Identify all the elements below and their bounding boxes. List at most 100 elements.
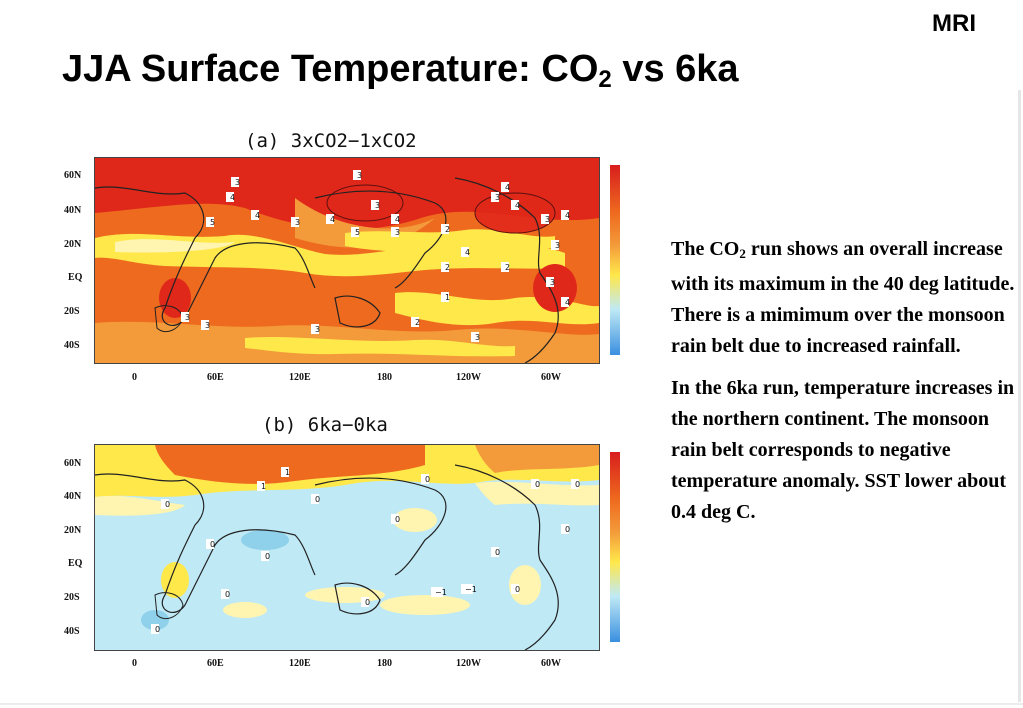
contour-value-label: 0	[361, 597, 370, 607]
panel-a-caption: (a) 3xCO2−1xCO2	[245, 130, 417, 152]
svg-text:1: 1	[445, 293, 450, 302]
svg-text:4: 4	[230, 193, 235, 202]
panel-b-lat-label: 40N	[64, 491, 82, 502]
svg-text:2: 2	[445, 263, 450, 272]
slide-bottom-border	[0, 703, 1023, 705]
svg-text:0: 0	[155, 625, 160, 634]
svg-text:4: 4	[515, 201, 520, 210]
svg-text:3: 3	[295, 218, 300, 227]
contour-value-label: 0	[261, 551, 270, 561]
svg-text:4: 4	[395, 215, 400, 224]
slide-title: JJA Surface Temperature: CO2 vs 6ka	[62, 48, 739, 94]
svg-text:0: 0	[495, 548, 500, 557]
svg-text:0: 0	[210, 540, 215, 549]
contour-value-label: 4	[391, 214, 400, 224]
panel-a-lat-label: 40N	[64, 205, 82, 216]
contour-value-label: 3	[311, 324, 320, 334]
panel-a-lon-label: 60E	[207, 372, 224, 383]
panel-a-colorbar	[610, 165, 620, 355]
svg-text:4: 4	[565, 298, 570, 307]
contour-value-label: 4	[226, 192, 235, 202]
svg-text:−1: −1	[435, 588, 447, 597]
description-paragraph-1: The CO2 run shows an overall increase wi…	[671, 234, 1016, 362]
panel-b-lat-label: 20N	[64, 525, 82, 536]
contour-value-label: 0	[206, 539, 215, 549]
contour-value-label: −1	[431, 587, 447, 597]
svg-text:3: 3	[545, 215, 550, 224]
contour-value-label: 3	[546, 277, 555, 287]
panel-a-lat-label: 20N	[64, 239, 82, 250]
contour-value-label: 5	[206, 217, 215, 227]
contour-value-label: 3	[371, 200, 380, 210]
contour-value-label: 3	[391, 227, 400, 237]
panel-b-colorbar	[610, 452, 620, 642]
panel-b-lon-label: 60W	[541, 658, 561, 669]
mri-logo: MRI	[932, 10, 976, 37]
contour-value-label: 0	[391, 514, 400, 524]
contour-value-label: 4	[461, 247, 470, 257]
contour-value-label: 3	[231, 177, 240, 187]
contour-value-label: 3	[181, 312, 190, 322]
contour-value-label: 4	[251, 210, 260, 220]
panel-a-lat-label: 40S	[64, 340, 80, 351]
contour-value-label: 3	[353, 170, 362, 180]
description-p1-subscript: 2	[739, 246, 746, 261]
svg-text:0: 0	[535, 480, 540, 489]
contour-value-label: 3	[491, 192, 500, 202]
contour-value-label: 0	[531, 479, 540, 489]
svg-text:0: 0	[225, 590, 230, 599]
svg-text:0: 0	[515, 585, 520, 594]
svg-text:4: 4	[505, 183, 510, 192]
contour-value-label: 2	[441, 224, 450, 234]
panel-a-lat-label: EQ	[68, 272, 83, 283]
svg-text:5: 5	[355, 228, 360, 237]
contour-value-label: 0	[221, 589, 230, 599]
panel-b-lon-label: 120E	[289, 658, 311, 669]
contour-value-label: −1	[461, 584, 477, 594]
title-subscript: 2	[598, 66, 612, 93]
panel-b-lat-label: EQ	[68, 558, 83, 569]
contour-value-label: 4	[561, 297, 570, 307]
contour-value-label: 3	[201, 320, 210, 330]
panel-b-lat-label: 60N	[64, 458, 82, 469]
contour-value-label: 4	[326, 214, 335, 224]
svg-text:3: 3	[185, 313, 190, 322]
contour-value-label: 3	[541, 214, 550, 224]
panel-a-lon-label: 120W	[456, 372, 481, 383]
contour-value-label: 2	[411, 317, 420, 327]
contour-value-label: 0	[491, 547, 500, 557]
svg-text:0: 0	[315, 495, 320, 504]
svg-text:0: 0	[265, 552, 270, 561]
contour-value-label: 4	[561, 210, 570, 220]
contour-value-label: 4	[501, 182, 510, 192]
contour-value-label: 0	[421, 474, 430, 484]
svg-text:3: 3	[357, 171, 362, 180]
contour-value-label: 1	[281, 467, 290, 477]
svg-text:−1: −1	[465, 585, 477, 594]
svg-text:0: 0	[395, 515, 400, 524]
panel-b-lon-label: 0	[132, 658, 137, 669]
svg-text:3: 3	[375, 201, 380, 210]
panel-b-lon-label: 60E	[207, 658, 224, 669]
svg-text:3: 3	[475, 333, 480, 342]
contour-value-label: 5	[351, 227, 360, 237]
panel-b-lon-label: 120W	[456, 658, 481, 669]
panel-a-lat-label: 20S	[64, 306, 80, 317]
contour-value-label: 0	[161, 499, 170, 509]
description-p1-start: The CO	[671, 238, 740, 260]
svg-text:3: 3	[235, 178, 240, 187]
svg-text:0: 0	[575, 480, 580, 489]
panel-b-map-svg: 1 0 0 0 1 0 0 0 −1 0 0 0 0 0 −1 0 0 0	[95, 445, 599, 650]
contour-value-label: 2	[441, 262, 450, 272]
title-tail: vs 6ka	[611, 48, 739, 90]
svg-text:3: 3	[555, 241, 560, 250]
slide-right-border	[1018, 90, 1021, 702]
svg-text:2: 2	[415, 318, 420, 327]
description-text: The CO2 run shows an overall increase wi…	[671, 234, 1016, 528]
panel-a-lon-label: 120E	[289, 372, 311, 383]
panel-a-lon-label: 0	[132, 372, 137, 383]
svg-text:5: 5	[210, 218, 215, 227]
contour-value-label: 0	[571, 479, 580, 489]
